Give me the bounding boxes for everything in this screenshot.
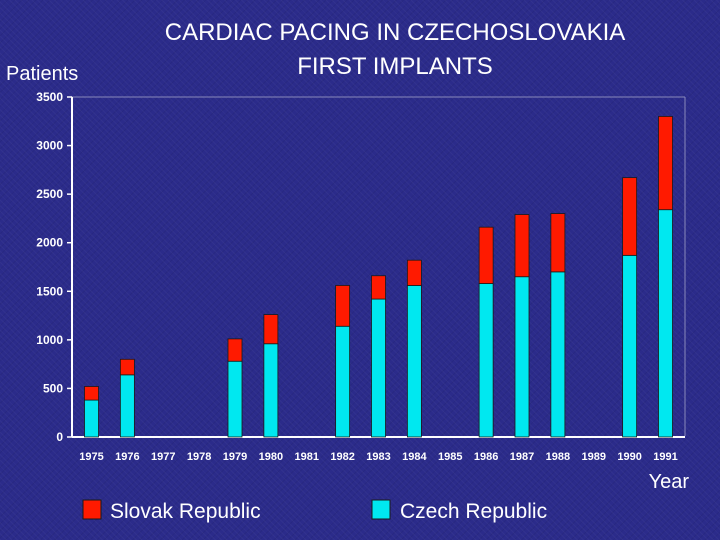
bar-slovak-1976: [119, 358, 135, 376]
x-tick-label: 1984: [402, 451, 427, 463]
x-tick-label: 1980: [259, 451, 283, 463]
bar-slovak-1979: [227, 338, 243, 362]
x-tick-label: 1982: [330, 451, 354, 463]
bar-czech-1991: [658, 209, 673, 438]
bar-slovak-1990: [622, 177, 638, 256]
bar-slovak-1982: [335, 285, 351, 327]
y-tick-label: 3500: [36, 90, 63, 104]
bar-slovak-1983: [371, 275, 386, 300]
x-tick-label: 1976: [115, 451, 139, 463]
x-axis-label: Year: [649, 471, 690, 493]
y-tick-label: 500: [43, 381, 63, 395]
bar-czech-1988: [550, 271, 566, 438]
y-axis-label: Patients: [6, 63, 78, 85]
bar-slovak-1980: [263, 314, 279, 345]
legend-swatch-czech: [371, 499, 391, 520]
bar-czech-1986: [478, 283, 494, 438]
y-tick-label: 3000: [36, 139, 63, 153]
x-tick-label: 1979: [223, 451, 247, 463]
legend: Slovak Republic Czech Republic: [82, 499, 547, 523]
x-tick-label: 1986: [474, 451, 498, 463]
bar-slovak-1991: [658, 116, 673, 211]
bar-czech-1976: [119, 374, 135, 438]
y-tick-label: 1500: [36, 284, 63, 298]
legend-label-slovak: Slovak Republic: [110, 500, 261, 523]
x-tick-label: 1975: [79, 451, 103, 463]
x-tick-label: 1985: [438, 451, 462, 463]
x-tick-label: 1990: [617, 451, 641, 463]
bar-slovak-1984: [406, 259, 422, 286]
title-line-2: FIRST IMPLANTS: [297, 53, 493, 80]
chart-title: CARDIAC PACING IN CZECHOSLOVAKIA FIRST I…: [165, 19, 626, 80]
title-line-1: CARDIAC PACING IN CZECHOSLOVAKIA: [165, 19, 626, 46]
x-tick-label: 1987: [510, 451, 534, 463]
bar-czech-1979: [227, 360, 243, 438]
x-tick-label: 1981: [295, 451, 319, 463]
bar-czech-1983: [371, 298, 386, 438]
legend-item-slovak: Slovak Republic: [82, 499, 261, 523]
bar-czech-1975: [84, 399, 99, 438]
bar-czech-1980: [263, 343, 279, 438]
bar-slovak-1986: [478, 226, 494, 284]
legend-swatch-slovak: [82, 499, 102, 520]
x-tick-label: 1988: [546, 451, 570, 463]
x-tick-label: 1977: [151, 451, 175, 463]
x-tick-label: 1991: [653, 451, 677, 463]
bars: [84, 116, 673, 438]
bar-czech-1984: [406, 285, 422, 438]
legend-label-czech: Czech Republic: [400, 500, 547, 523]
x-tick-label: 1983: [366, 451, 390, 463]
y-axis-ticks: 0 500 1000 1500 2000 2500 3000 3500: [36, 90, 72, 444]
x-tick-label: 1989: [582, 451, 606, 463]
bar-czech-1987: [514, 276, 530, 438]
bar-czech-1982: [335, 325, 351, 438]
bar-czech-1990: [622, 254, 638, 438]
y-tick-label: 0: [56, 430, 63, 444]
legend-item-czech: Czech Republic: [371, 499, 547, 523]
y-tick-label: 2000: [36, 236, 63, 250]
bar-slovak-1988: [550, 213, 566, 273]
y-tick-label: 2500: [36, 187, 63, 201]
bar-slovak-1975: [84, 386, 99, 401]
y-tick-label: 1000: [36, 333, 63, 347]
x-tick-label: 1978: [187, 451, 211, 463]
x-axis-ticks: 1975 1976 1977 1978 1979 1980 1981 1982 1983 1984…: [79, 451, 677, 463]
bar-slovak-1987: [514, 214, 530, 278]
